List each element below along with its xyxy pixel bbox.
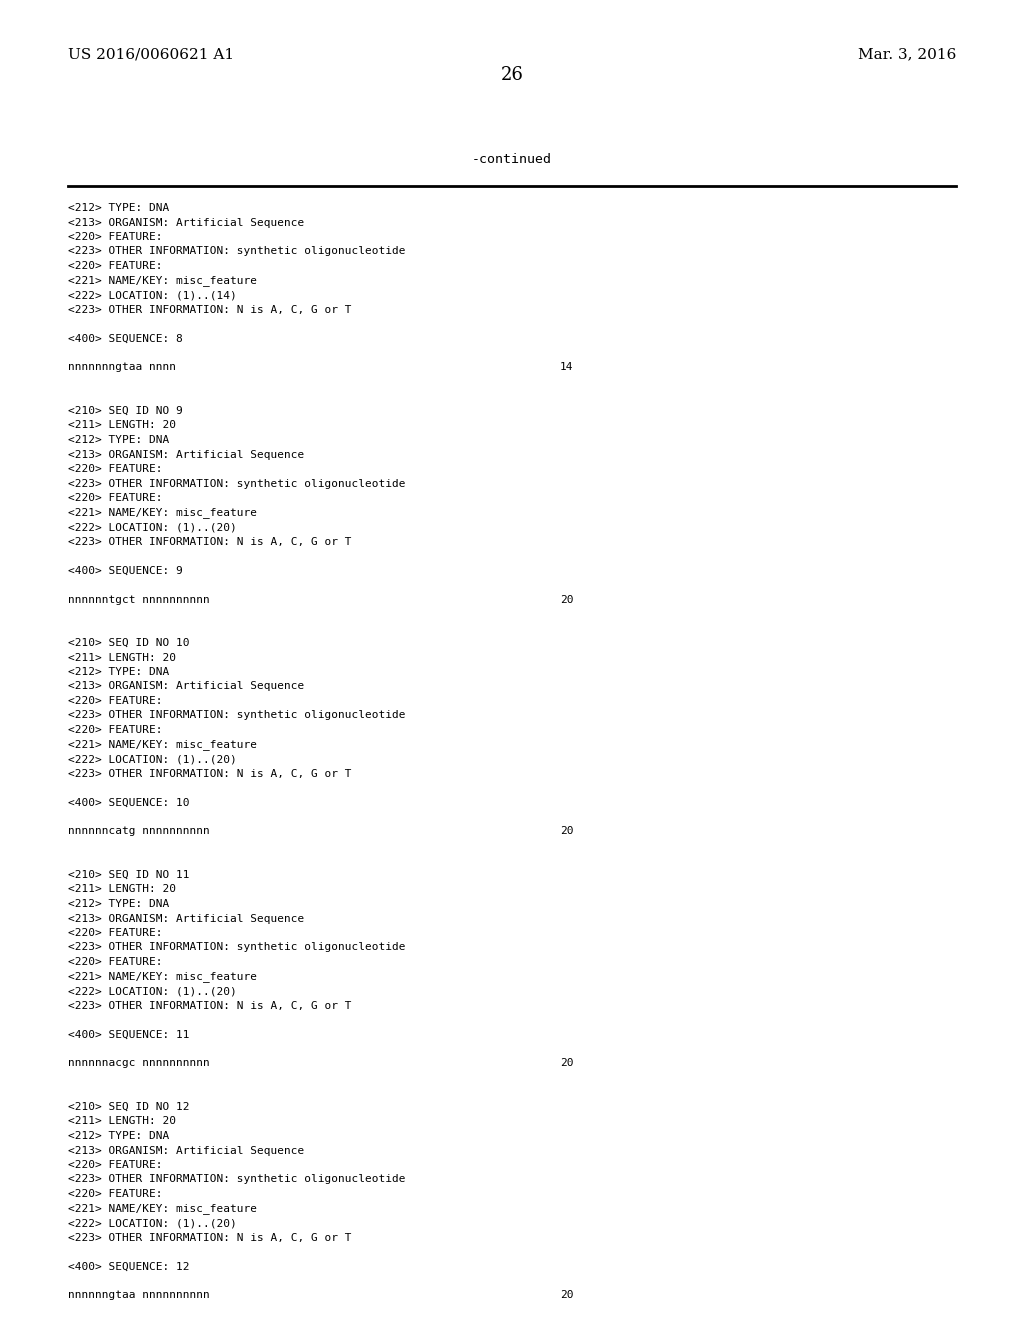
Text: <222> LOCATION: (1)..(20): <222> LOCATION: (1)..(20) bbox=[68, 986, 237, 997]
Text: <220> FEATURE:: <220> FEATURE: bbox=[68, 1160, 163, 1170]
Text: <213> ORGANISM: Artificial Sequence: <213> ORGANISM: Artificial Sequence bbox=[68, 1146, 304, 1155]
Text: <220> FEATURE:: <220> FEATURE: bbox=[68, 492, 163, 503]
Text: <223> OTHER INFORMATION: N is A, C, G or T: <223> OTHER INFORMATION: N is A, C, G or… bbox=[68, 305, 351, 314]
Text: <212> TYPE: DNA: <212> TYPE: DNA bbox=[68, 899, 169, 909]
Text: <210> SEQ ID NO 12: <210> SEQ ID NO 12 bbox=[68, 1102, 189, 1111]
Text: <223> OTHER INFORMATION: N is A, C, G or T: <223> OTHER INFORMATION: N is A, C, G or… bbox=[68, 768, 351, 779]
Text: <220> FEATURE:: <220> FEATURE: bbox=[68, 465, 163, 474]
Text: 20: 20 bbox=[560, 826, 573, 837]
Text: 20: 20 bbox=[560, 594, 573, 605]
Text: <212> TYPE: DNA: <212> TYPE: DNA bbox=[68, 203, 169, 213]
Text: <223> OTHER INFORMATION: synthetic oligonucleotide: <223> OTHER INFORMATION: synthetic oligo… bbox=[68, 479, 406, 488]
Text: <221> NAME/KEY: misc_feature: <221> NAME/KEY: misc_feature bbox=[68, 739, 257, 750]
Text: nnnnnntgct nnnnnnnnnn: nnnnnntgct nnnnnnnnnn bbox=[68, 594, 210, 605]
Text: <210> SEQ ID NO 11: <210> SEQ ID NO 11 bbox=[68, 870, 189, 880]
Text: <212> TYPE: DNA: <212> TYPE: DNA bbox=[68, 667, 169, 677]
Text: <213> ORGANISM: Artificial Sequence: <213> ORGANISM: Artificial Sequence bbox=[68, 450, 304, 459]
Text: <211> LENGTH: 20: <211> LENGTH: 20 bbox=[68, 884, 176, 895]
Text: <223> OTHER INFORMATION: N is A, C, G or T: <223> OTHER INFORMATION: N is A, C, G or… bbox=[68, 1233, 351, 1242]
Text: nnnnnnngtaa nnnn: nnnnnnngtaa nnnn bbox=[68, 363, 176, 372]
Text: <223> OTHER INFORMATION: synthetic oligonucleotide: <223> OTHER INFORMATION: synthetic oligo… bbox=[68, 710, 406, 721]
Text: <400> SEQUENCE: 10: <400> SEQUENCE: 10 bbox=[68, 797, 189, 808]
Text: <220> FEATURE:: <220> FEATURE: bbox=[68, 928, 163, 939]
Text: <211> LENGTH: 20: <211> LENGTH: 20 bbox=[68, 421, 176, 430]
Text: 14: 14 bbox=[560, 363, 573, 372]
Text: <213> ORGANISM: Artificial Sequence: <213> ORGANISM: Artificial Sequence bbox=[68, 681, 304, 692]
Text: <221> NAME/KEY: misc_feature: <221> NAME/KEY: misc_feature bbox=[68, 507, 257, 519]
Text: 20: 20 bbox=[560, 1059, 573, 1068]
Text: <213> ORGANISM: Artificial Sequence: <213> ORGANISM: Artificial Sequence bbox=[68, 913, 304, 924]
Text: <211> LENGTH: 20: <211> LENGTH: 20 bbox=[68, 652, 176, 663]
Text: US 2016/0060621 A1: US 2016/0060621 A1 bbox=[68, 48, 234, 61]
Text: <220> FEATURE:: <220> FEATURE: bbox=[68, 725, 163, 735]
Text: <400> SEQUENCE: 9: <400> SEQUENCE: 9 bbox=[68, 565, 182, 576]
Text: <221> NAME/KEY: misc_feature: <221> NAME/KEY: misc_feature bbox=[68, 972, 257, 982]
Text: <222> LOCATION: (1)..(20): <222> LOCATION: (1)..(20) bbox=[68, 754, 237, 764]
Text: <223> OTHER INFORMATION: synthetic oligonucleotide: <223> OTHER INFORMATION: synthetic oligo… bbox=[68, 1175, 406, 1184]
Text: 20: 20 bbox=[560, 1291, 573, 1300]
Text: <223> OTHER INFORMATION: synthetic oligonucleotide: <223> OTHER INFORMATION: synthetic oligo… bbox=[68, 942, 406, 953]
Text: nnnnnngtaa nnnnnnnnnn: nnnnnngtaa nnnnnnnnnn bbox=[68, 1291, 210, 1300]
Text: <212> TYPE: DNA: <212> TYPE: DNA bbox=[68, 1131, 169, 1140]
Text: <222> LOCATION: (1)..(20): <222> LOCATION: (1)..(20) bbox=[68, 521, 237, 532]
Text: <210> SEQ ID NO 10: <210> SEQ ID NO 10 bbox=[68, 638, 189, 648]
Text: <400> SEQUENCE: 11: <400> SEQUENCE: 11 bbox=[68, 1030, 189, 1040]
Text: <220> FEATURE:: <220> FEATURE: bbox=[68, 696, 163, 706]
Text: nnnnnnacgc nnnnnnnnnn: nnnnnnacgc nnnnnnnnnn bbox=[68, 1059, 210, 1068]
Text: <221> NAME/KEY: misc_feature: <221> NAME/KEY: misc_feature bbox=[68, 1204, 257, 1214]
Text: <212> TYPE: DNA: <212> TYPE: DNA bbox=[68, 436, 169, 445]
Text: <222> LOCATION: (1)..(20): <222> LOCATION: (1)..(20) bbox=[68, 1218, 237, 1228]
Text: <220> FEATURE:: <220> FEATURE: bbox=[68, 261, 163, 271]
Text: <220> FEATURE:: <220> FEATURE: bbox=[68, 957, 163, 968]
Text: <220> FEATURE:: <220> FEATURE: bbox=[68, 232, 163, 242]
Text: <213> ORGANISM: Artificial Sequence: <213> ORGANISM: Artificial Sequence bbox=[68, 218, 304, 227]
Text: 26: 26 bbox=[501, 66, 523, 84]
Text: <223> OTHER INFORMATION: synthetic oligonucleotide: <223> OTHER INFORMATION: synthetic oligo… bbox=[68, 247, 406, 256]
Text: nnnnnncatg nnnnnnnnnn: nnnnnncatg nnnnnnnnnn bbox=[68, 826, 210, 837]
Text: -continued: -continued bbox=[472, 153, 552, 166]
Text: <400> SEQUENCE: 12: <400> SEQUENCE: 12 bbox=[68, 1262, 189, 1271]
Text: <222> LOCATION: (1)..(14): <222> LOCATION: (1)..(14) bbox=[68, 290, 237, 300]
Text: Mar. 3, 2016: Mar. 3, 2016 bbox=[858, 48, 956, 61]
Text: <211> LENGTH: 20: <211> LENGTH: 20 bbox=[68, 1117, 176, 1126]
Text: <210> SEQ ID NO 9: <210> SEQ ID NO 9 bbox=[68, 407, 182, 416]
Text: <223> OTHER INFORMATION: N is A, C, G or T: <223> OTHER INFORMATION: N is A, C, G or… bbox=[68, 536, 351, 546]
Text: <220> FEATURE:: <220> FEATURE: bbox=[68, 1189, 163, 1199]
Text: <400> SEQUENCE: 8: <400> SEQUENCE: 8 bbox=[68, 334, 182, 343]
Text: <221> NAME/KEY: misc_feature: <221> NAME/KEY: misc_feature bbox=[68, 276, 257, 286]
Text: <223> OTHER INFORMATION: N is A, C, G or T: <223> OTHER INFORMATION: N is A, C, G or… bbox=[68, 1001, 351, 1011]
